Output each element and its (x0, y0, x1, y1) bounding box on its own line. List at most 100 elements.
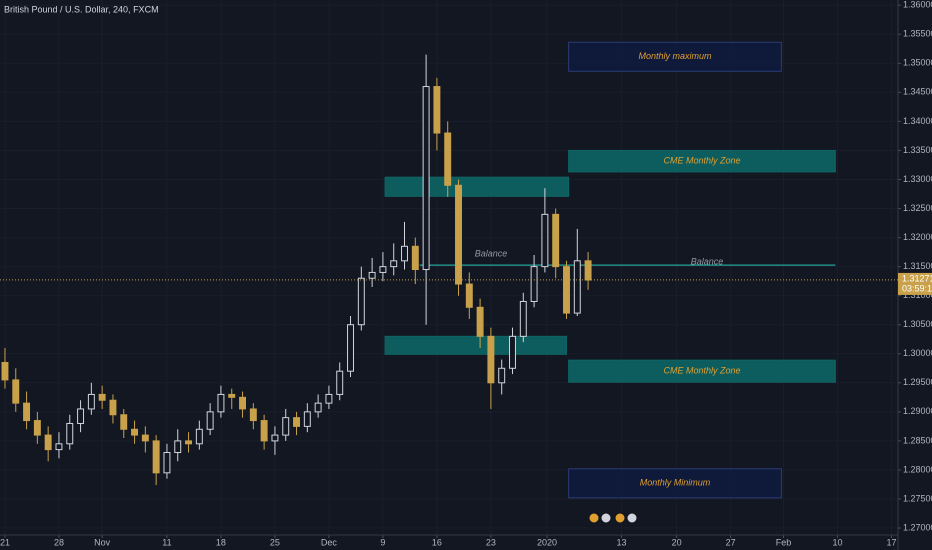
candle-body (422, 86, 430, 271)
candle-body (293, 417, 300, 427)
candle-body (131, 428, 139, 436)
candle-body (530, 266, 538, 302)
candle-body (368, 271, 376, 279)
candle-body (217, 393, 225, 413)
y-tick-label: 1.35000 (903, 58, 932, 68)
candle-body (476, 306, 484, 337)
candle-body (347, 324, 354, 372)
candle-body (444, 132, 452, 186)
candle-body (163, 452, 171, 474)
candle-body (249, 408, 257, 422)
zone-label: CME Monthly Zone (663, 156, 740, 166)
x-tick-label: 18 (216, 537, 226, 547)
candle-body (465, 283, 473, 308)
y-tick-label: 1.28000 (903, 464, 932, 474)
last-price-label: 1.31271 (902, 273, 932, 283)
balance-label: Balance (475, 248, 508, 258)
candle-body (401, 245, 408, 262)
candle-body (433, 86, 441, 134)
candle-body (174, 440, 182, 454)
candle-body (411, 245, 419, 271)
candle-body (271, 434, 279, 442)
candle-body (206, 411, 214, 430)
candle-body (552, 213, 560, 268)
candle-body (282, 417, 290, 436)
candle-body (336, 370, 344, 395)
y-tick-label: 1.30000 (903, 348, 932, 358)
candle-body (455, 184, 462, 285)
x-tick-label: 21 (0, 537, 10, 547)
zone-label: Monthly maximum (639, 51, 713, 61)
candle-body (541, 213, 549, 268)
candle-body (120, 414, 128, 430)
y-tick-label: 1.34000 (903, 116, 932, 126)
balance-label: Balance (691, 256, 724, 266)
y-tick-label: 1.29500 (903, 377, 932, 387)
candle-body (390, 260, 398, 268)
x-tick-label: 9 (380, 537, 385, 547)
y-tick-label: 1.33000 (903, 174, 932, 184)
candle-body (141, 434, 149, 442)
candle-body (228, 393, 236, 398)
candle-body (584, 260, 592, 281)
event-icon (600, 512, 612, 524)
x-tick-label: 23 (486, 537, 496, 547)
x-tick-label: Feb (776, 537, 792, 547)
candle-body (195, 428, 203, 445)
candle-body (44, 434, 52, 451)
candle-body (152, 440, 160, 474)
candle-body (66, 422, 74, 445)
zone (568, 468, 782, 499)
candle-body (303, 411, 311, 427)
y-tick-label: 1.31000 (903, 290, 932, 300)
y-tick-label: 1.27000 (903, 522, 932, 532)
candle-body (357, 277, 365, 326)
last-price-box (898, 272, 932, 295)
zone (568, 359, 836, 383)
countdown: 03:59:14 (902, 283, 932, 293)
event-icon (626, 512, 638, 524)
chart-title: British Pound / U.S. Dollar, 240, FXCM (4, 4, 159, 14)
x-tick-label: Dec (321, 537, 338, 547)
y-tick-label: 1.32000 (903, 232, 932, 242)
candle-body (509, 335, 516, 369)
candle-body (379, 266, 387, 273)
zone (384, 335, 567, 355)
candle-body (87, 393, 95, 410)
x-tick-label: 16 (432, 537, 442, 547)
candle-body (573, 260, 581, 314)
x-tick-label: 28 (54, 537, 64, 547)
zone (568, 149, 836, 173)
candle-body (33, 420, 41, 436)
candle-body (12, 379, 20, 404)
zone-label: Monthly Minimum (640, 478, 711, 488)
candle-body (314, 402, 322, 413)
y-tick-label: 1.35500 (903, 29, 932, 39)
x-tick-label: 25 (270, 537, 280, 547)
candle-body (325, 393, 333, 404)
y-tick-label: 1.28500 (903, 435, 932, 445)
candle-body (185, 440, 193, 445)
candle-body (98, 393, 106, 401)
x-tick-label: 2020 (537, 537, 557, 547)
x-tick-label: 11 (162, 537, 171, 547)
y-tick-label: 1.29000 (903, 406, 932, 416)
candle-body (55, 443, 63, 451)
y-tick-label: 1.27500 (903, 493, 932, 503)
x-tick-label: 10 (833, 537, 843, 547)
y-tick-label: 1.32500 (903, 203, 932, 213)
candle-body (239, 396, 247, 410)
candle-body (23, 402, 31, 422)
zone-label: CME Monthly Zone (663, 366, 740, 376)
y-tick-label: 1.36000 (903, 0, 932, 10)
x-tick-label: 13 (617, 537, 627, 547)
y-tick-label: 1.30500 (903, 319, 932, 329)
event-icon (614, 512, 626, 524)
y-tick-label: 1.34500 (903, 87, 932, 97)
candle-body (1, 361, 9, 381)
candle-body (487, 335, 495, 384)
candle-body (563, 266, 570, 314)
